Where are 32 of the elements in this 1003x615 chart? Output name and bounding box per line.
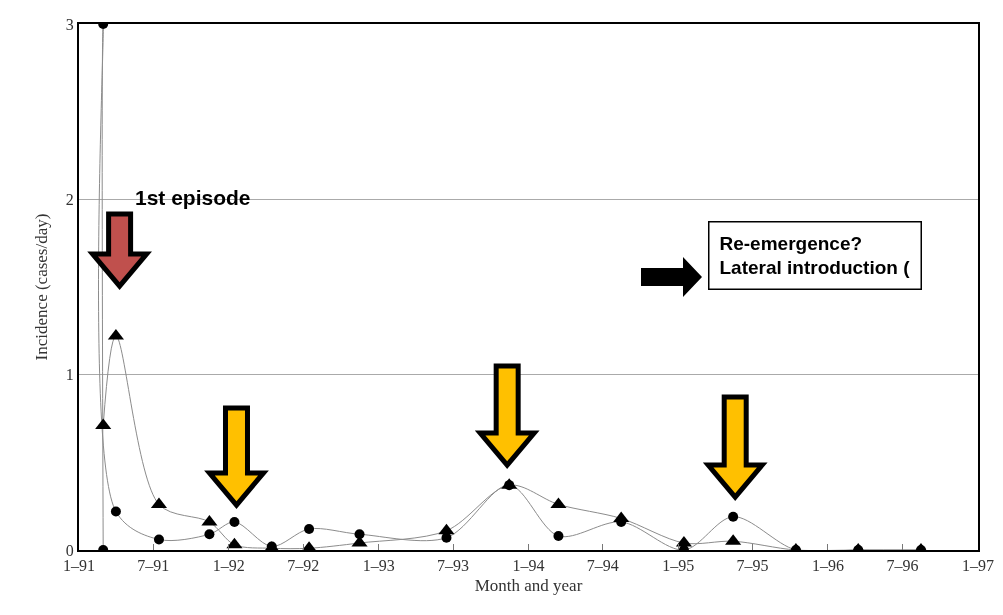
x-tick-label: 1–97 <box>962 557 994 575</box>
x-tick-label: 7–92 <box>287 557 320 575</box>
point <box>153 534 164 545</box>
point <box>229 516 240 527</box>
x-axis-title: Month and year <box>474 576 583 596</box>
point <box>95 418 112 430</box>
y-axis-title: Incidence (cases/day) <box>31 213 51 361</box>
x-tick-label: 1–92 <box>212 557 245 575</box>
x-tick-label: 7–94 <box>586 557 619 575</box>
y-tick-label: 2 <box>65 190 74 208</box>
y-tick-label: 0 <box>65 541 74 559</box>
point <box>553 530 564 541</box>
x-tick-label: 7–93 <box>437 557 470 575</box>
x-tick-label: 1–95 <box>662 557 695 575</box>
x-tick-label: 1–94 <box>512 557 545 575</box>
point <box>728 511 739 522</box>
point <box>201 514 218 526</box>
y-tick-label: 1 <box>65 366 74 384</box>
annotation: Re-emergence? Lateral introduction ( <box>719 232 911 279</box>
x-tick-label: 1–91 <box>63 557 95 575</box>
y-tick-label: 3 <box>65 15 74 33</box>
x-tick-label: 1–96 <box>811 557 844 575</box>
x-tick-label: 7–95 <box>736 557 769 575</box>
point <box>110 506 121 517</box>
point <box>204 529 215 540</box>
annotation: 1st episode <box>135 186 251 209</box>
x-tick-label: 1–93 <box>362 557 395 575</box>
point <box>304 523 315 534</box>
x-tick-label: 7–91 <box>137 557 170 575</box>
point <box>438 523 455 535</box>
point <box>226 537 243 549</box>
x-tick-label: 7–96 <box>886 557 919 575</box>
